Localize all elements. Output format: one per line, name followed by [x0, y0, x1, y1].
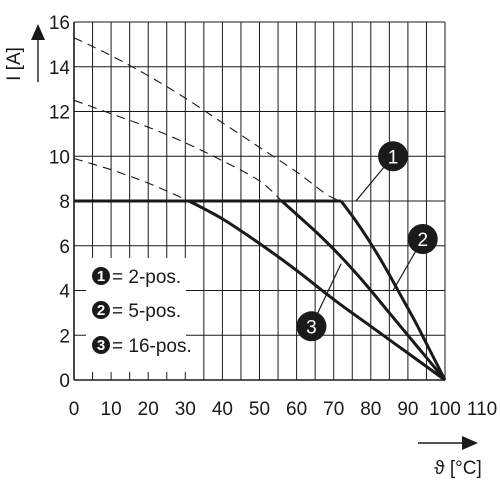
x-tick-label: 10 — [101, 399, 122, 420]
x-tick-label: 110 — [467, 399, 497, 420]
x-tick-label: 50 — [249, 399, 270, 420]
labels: I [A] ϑ [°C] — [4, 47, 482, 479]
callouts: 1 2 3 — [296, 141, 438, 342]
legend-marker-1 — [92, 267, 110, 285]
x-tick-label: 60 — [286, 399, 307, 420]
x-tick-label: 40 — [212, 399, 233, 420]
legend-marker-number: 2 — [97, 302, 105, 319]
callout-number-3: 3 — [306, 317, 317, 338]
curves — [73, 37, 447, 382]
y-tick-label: 16 — [49, 13, 70, 34]
dashed-curve-1 — [73, 37, 342, 202]
x-tick-label: 100 — [429, 399, 461, 420]
dashed-curve-2 — [73, 99, 283, 202]
y-tick-label: 2 — [59, 326, 70, 347]
y-tick-label: 10 — [49, 147, 70, 168]
y-axis-label: I [A] — [4, 47, 25, 81]
x-tick-label: 20 — [138, 399, 159, 420]
legend-label-3: = 16-pos. — [112, 336, 192, 357]
x-tick-label: 90 — [397, 399, 418, 420]
x-tick-label: 30 — [175, 399, 196, 420]
derating-curve-3 — [188, 199, 446, 382]
y-tick-label: 8 — [59, 192, 70, 213]
legend-marker-number: 3 — [97, 337, 105, 354]
callout-badge-1 — [378, 141, 409, 172]
x-tick-label: 80 — [360, 399, 381, 420]
callout-badge-3 — [296, 311, 327, 342]
legend-label-2: = 5-pos. — [112, 301, 181, 322]
y-tick-label: 4 — [59, 282, 70, 303]
x-tick-label: 0 — [69, 399, 80, 420]
derating-curve-2 — [280, 199, 447, 381]
callout-badge-2 — [407, 224, 438, 255]
x-tick-label: 70 — [323, 399, 344, 420]
callout-number-1: 1 — [388, 147, 399, 168]
legend: 1 = 2-pos. 2 = 5-pos. 3 = 16-pos. — [86, 258, 192, 372]
y-tick-label: 12 — [49, 103, 70, 124]
legend-marker-2 — [92, 301, 110, 319]
x-axis-arrow-head — [462, 436, 478, 450]
legend-marker-3 — [92, 336, 110, 354]
dashed-curve-3 — [73, 157, 190, 202]
y-tick-label: 0 — [59, 371, 70, 392]
legend-label-1: = 2-pos. — [112, 267, 181, 288]
x-axis-label: ϑ [°C] — [434, 458, 482, 479]
callout-number-2: 2 — [417, 230, 428, 251]
y-axis-arrow-head — [31, 24, 45, 40]
derating-curve-1 — [339, 200, 447, 381]
y-tick-label: 14 — [49, 58, 71, 79]
legend-marker-number: 1 — [97, 268, 105, 285]
y-tick-label: 6 — [59, 237, 70, 258]
